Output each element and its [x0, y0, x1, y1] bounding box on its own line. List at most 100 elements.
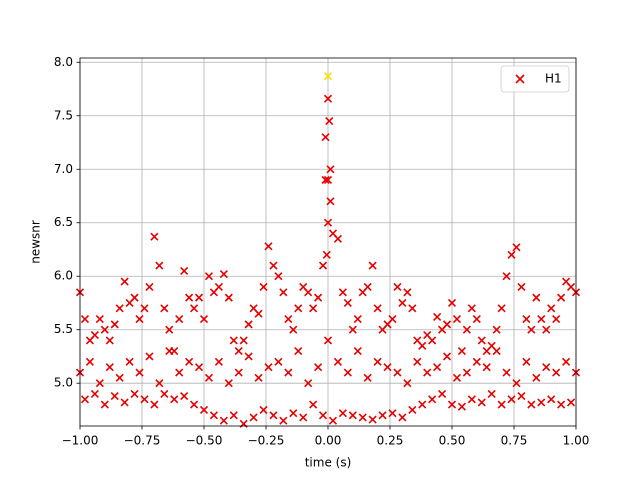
- point: [353, 347, 362, 356]
- point: [326, 165, 335, 174]
- point: [321, 133, 330, 142]
- legend-marker: [515, 74, 525, 84]
- point: [338, 288, 347, 297]
- point: [547, 395, 556, 404]
- point: [314, 293, 323, 302]
- point: [566, 398, 576, 407]
- point: [338, 409, 347, 418]
- point: [249, 413, 258, 422]
- point: [254, 373, 263, 382]
- point: [462, 325, 471, 334]
- point: [323, 175, 333, 185]
- point: [557, 400, 566, 409]
- point: [547, 304, 556, 313]
- point: [393, 282, 402, 291]
- legend: H1: [500, 65, 570, 93]
- point: [140, 395, 149, 404]
- point: [309, 304, 318, 313]
- point: [269, 411, 278, 420]
- point: [328, 416, 338, 425]
- legend-label: H1: [545, 72, 562, 86]
- point: [289, 409, 298, 418]
- point: [472, 357, 481, 366]
- y-tick-label: 7.0: [54, 162, 73, 176]
- point: [442, 352, 452, 361]
- point: [477, 398, 486, 407]
- point: [140, 304, 149, 313]
- point: [105, 363, 114, 372]
- point: [180, 391, 189, 401]
- point: [457, 347, 466, 356]
- point: [244, 320, 253, 329]
- point: [373, 304, 382, 313]
- point: [135, 314, 144, 324]
- x-tick-label: 0.75: [501, 434, 528, 448]
- point: [105, 336, 114, 345]
- point: [502, 272, 511, 281]
- point: [542, 325, 551, 334]
- point: [433, 363, 442, 372]
- x-tick-label: 0.25: [377, 434, 404, 448]
- point: [165, 347, 174, 356]
- point: [294, 347, 303, 356]
- point: [234, 368, 243, 377]
- y-tick-label: 5.5: [54, 322, 73, 336]
- point: [269, 261, 278, 270]
- point: [487, 389, 496, 398]
- point: [388, 314, 397, 324]
- point: [318, 261, 328, 270]
- y-axis-label: newsnr: [29, 220, 43, 264]
- point: [185, 293, 194, 302]
- point: [527, 325, 536, 334]
- point: [204, 272, 214, 281]
- point: [552, 314, 561, 324]
- point: [368, 261, 377, 270]
- point: [457, 402, 466, 411]
- point: [408, 304, 417, 313]
- point: [343, 368, 352, 377]
- point: [185, 357, 194, 366]
- point: [325, 117, 334, 126]
- point: [150, 400, 159, 409]
- point: [358, 413, 367, 422]
- point: [467, 395, 476, 404]
- point: [165, 325, 174, 334]
- point: [363, 373, 372, 382]
- point: [373, 357, 382, 366]
- point: [383, 363, 392, 372]
- x-axis-label: time (s): [305, 456, 352, 470]
- point: [512, 379, 521, 388]
- point: [562, 357, 571, 366]
- point: [502, 368, 511, 377]
- point: [180, 266, 189, 275]
- point: [497, 400, 506, 409]
- x-tick-label: −1.00: [62, 434, 99, 448]
- point: [214, 357, 223, 366]
- legend-box: [500, 65, 570, 93]
- point: [333, 357, 342, 366]
- point: [284, 368, 293, 377]
- point: [219, 270, 228, 279]
- point: [155, 261, 164, 270]
- point: [323, 218, 333, 227]
- point: [452, 373, 462, 382]
- point: [527, 400, 536, 409]
- point: [155, 379, 164, 388]
- point: [428, 336, 437, 345]
- point: [175, 314, 184, 324]
- point: [120, 277, 129, 286]
- x-tick-label: −0.25: [248, 434, 285, 448]
- point: [353, 314, 362, 324]
- point: [368, 415, 377, 424]
- marks: [75, 72, 581, 428]
- point: [304, 288, 313, 297]
- point: [326, 197, 335, 206]
- x-tick-label: −0.75: [124, 434, 161, 448]
- point: [145, 282, 154, 291]
- point: [229, 336, 238, 345]
- point: [532, 373, 541, 382]
- point: [264, 363, 273, 372]
- point: [477, 336, 486, 345]
- point: [199, 405, 209, 415]
- point: [115, 304, 124, 313]
